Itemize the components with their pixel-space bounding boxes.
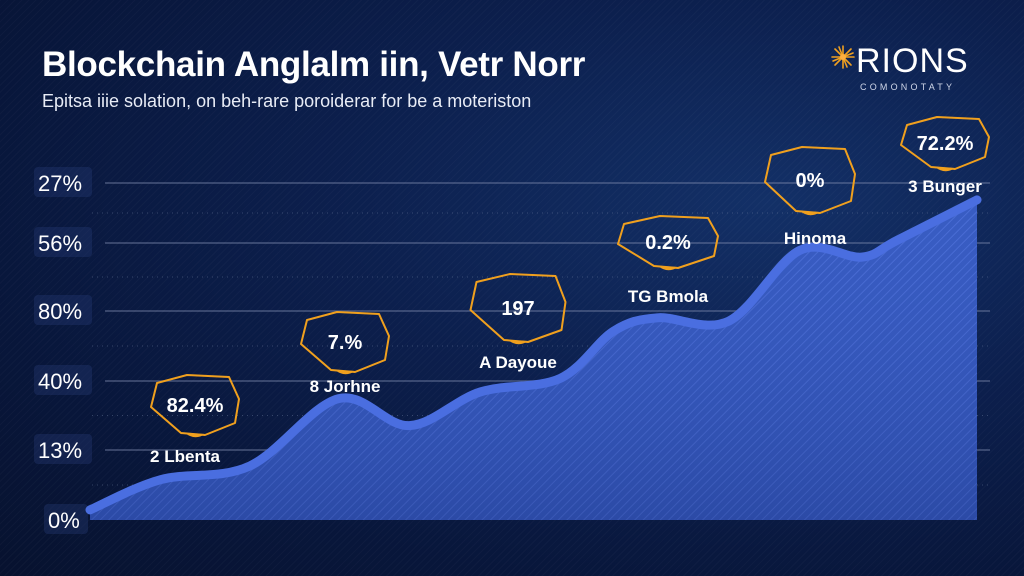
annotation: 72.2% 3 Bunger [900,116,990,196]
annotation-pointer [800,211,820,216]
annotation-bubble [764,146,856,214]
annotation-label: A Dayoue [479,353,557,372]
annotation-label: TG Bmola [628,287,709,306]
y-axis: 27% 56% 80% 40% 13% 0% [34,167,92,534]
annotation: 82.4% 2 Lbenta [150,374,240,466]
annotation-value: 82.4% [167,395,224,417]
y-tick-label: 56% [38,231,82,256]
y-tick-label: 40% [38,369,82,394]
chart-title: Blockchain Anglalm iin, Vetr Norr [42,45,586,84]
logo-tagline: COMONOTATY [860,82,956,92]
annotation: 7.% 8 Jorhne [300,311,390,396]
annotation: 0.2% TG Bmola [617,215,719,306]
y-tick-label: 80% [38,299,82,324]
annotation-value: 0% [796,170,825,192]
annotation-value: 197 [501,298,534,320]
y-tick-label: 13% [38,438,82,463]
annotation-bubble [150,374,240,436]
tick-label-bg [34,295,92,325]
tick-label-bg [34,434,92,464]
annotation-pointer [185,433,205,438]
sparkle-icon [831,45,855,69]
annotation-value: 7.% [328,332,363,354]
annotations: 82.4% 2 Lbenta 7.% 8 Jorhne 197 A Dayoue 0.2% T… [150,116,990,466]
tick-label-bg [34,167,92,197]
y-tick-label: 0% [48,508,80,533]
area-shade [90,199,977,520]
annotation-pointer [658,266,678,271]
annotation: 0% Hinoma [764,146,856,248]
annotation-bubble [900,116,990,170]
area-line [85,195,982,515]
annotation-label: 8 Jorhne [310,377,381,396]
annotation-bubble [617,215,719,269]
logo-wordmark: RIONS [856,42,969,80]
tick-label-bg [44,504,88,534]
annotation-label: Hinoma [784,229,847,248]
annotation-value: 0.2% [645,232,691,254]
y-tick-label: 27% [38,171,82,196]
annotation: 197 A Dayoue [469,273,567,372]
chart-subtitle: Epitsa iiie solation, on beh-rare poroid… [42,91,532,111]
annotation-label: 2 Lbenta [150,447,220,466]
annotation-pointer [935,167,955,172]
annotation-pointer [508,340,528,345]
tick-label-bg [34,227,92,257]
area-series [85,195,982,520]
brand-logo: RIONS COMONOTATY [830,42,1000,98]
tick-label-bg [34,365,92,395]
annotation-value: 72.2% [917,133,974,155]
annotation-label: 3 Bunger [908,177,982,196]
annotation-bubble [300,311,390,373]
annotation-bubble [469,273,567,343]
annotation-pointer [335,370,355,375]
